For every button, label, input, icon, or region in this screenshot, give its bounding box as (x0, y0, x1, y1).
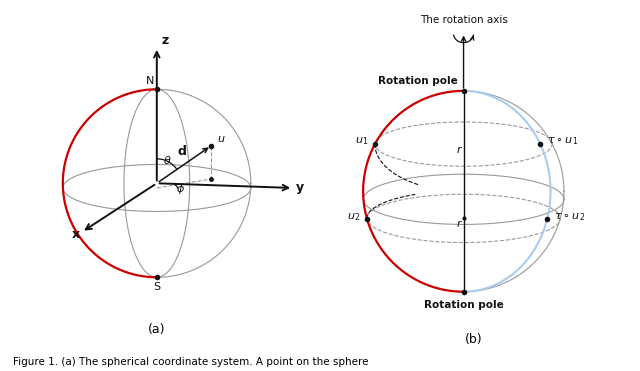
Text: z: z (161, 34, 169, 47)
Text: u: u (217, 134, 224, 144)
Text: $\tau \circ u_1$: $\tau \circ u_1$ (547, 135, 579, 147)
Text: S: S (153, 282, 161, 292)
Text: The rotation axis: The rotation axis (420, 14, 508, 24)
Text: r: r (456, 219, 461, 229)
Text: (b): (b) (465, 334, 483, 347)
Text: $u_2$: $u_2$ (347, 211, 360, 223)
Text: d: d (177, 145, 186, 158)
Text: y: y (296, 181, 304, 194)
Text: $\phi$: $\phi$ (175, 182, 184, 196)
Text: $\tau \circ u_2$: $\tau \circ u_2$ (554, 211, 586, 223)
Text: (a): (a) (148, 323, 166, 336)
Text: Rotation pole: Rotation pole (424, 300, 504, 310)
Text: Rotation pole: Rotation pole (378, 76, 458, 86)
Text: Figure 1. (a) The spherical coordinate system. A point on the sphere: Figure 1. (a) The spherical coordinate s… (13, 357, 368, 367)
Text: $u_1$: $u_1$ (355, 135, 368, 147)
Text: r: r (456, 145, 461, 155)
Text: N: N (146, 76, 154, 86)
Text: x: x (72, 228, 81, 241)
Text: $\theta$: $\theta$ (163, 154, 172, 167)
